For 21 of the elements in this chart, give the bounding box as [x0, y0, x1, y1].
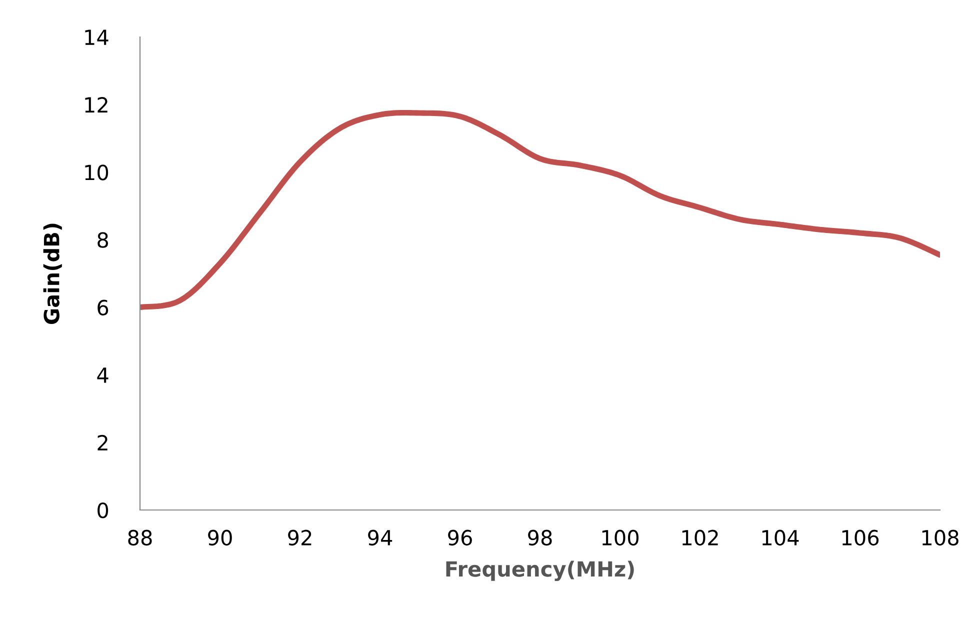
- y-tick-label: 14: [85, 30, 108, 45]
- y-tick-label: 6: [98, 300, 108, 316]
- y-tick-label: 4: [97, 368, 108, 383]
- y-tick-label: 12: [85, 97, 108, 112]
- y-tick-label: 0: [98, 502, 108, 518]
- y-axis-title: Gain(dB): [43, 224, 62, 324]
- x-tick-label: 92: [288, 530, 312, 546]
- x-tick-label: 90: [208, 530, 232, 546]
- x-tick-label: 108: [922, 530, 958, 546]
- x-tick-label: 96: [448, 530, 472, 546]
- x-axis-title: Frequency(MHz): [446, 560, 634, 582]
- x-tick-label: 100: [602, 530, 638, 546]
- y-tick-label: 8: [98, 232, 108, 248]
- x-tick-label: 94: [368, 530, 392, 546]
- x-tick-label: 102: [682, 530, 718, 546]
- y-tick-label: 2: [98, 434, 108, 450]
- x-tick-label: 98: [528, 530, 552, 546]
- x-tick-label: 106: [842, 530, 879, 546]
- y-tick-label: 10: [85, 164, 108, 180]
- x-tick-label: 88: [128, 530, 152, 546]
- x-tick-label: 104: [762, 530, 799, 546]
